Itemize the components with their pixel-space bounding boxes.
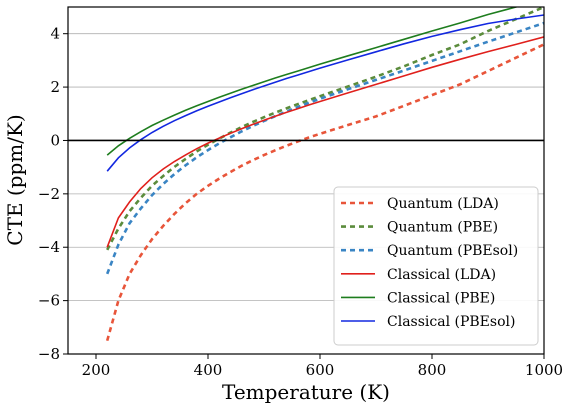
x-tick-label: 400 [194,361,223,379]
x-tick-label: 800 [418,361,447,379]
series-line [106,36,544,248]
x-axis-label: Temperature (K) [222,380,390,404]
y-axis-label: CTE (ppm/K) [3,114,27,245]
series-line [105,43,544,342]
x-tick-label: 200 [82,361,111,379]
legend-label: Classical (LDA) [387,267,496,283]
legend-label: Classical (PBE) [387,290,495,306]
y-tick-label: −6 [38,292,60,310]
legend-label: Classical (PBEsol) [387,314,515,330]
y-tick-label: −2 [38,185,60,203]
legend: Quantum (LDA) Quantum (PBE) Quantum (PBEso… [333,186,539,346]
legend-label: Quantum (PBE) [387,220,498,236]
y-tick-label: 4 [50,25,60,43]
legend-label: Quantum (PBEsol) [387,243,518,259]
series-line [106,14,544,172]
series-line [106,7,519,156]
x-tick-label: 600 [306,361,335,379]
plot-frame [67,6,545,355]
plot-series [105,7,544,342]
y-tick-label: −4 [38,238,60,256]
y-tick-label: 0 [50,131,60,149]
legend-box [333,186,539,346]
series-line [105,21,544,275]
x-tick-label: 1000 [525,361,563,379]
axis-ticks: −8 −6 −4 −2 0 2 4 200 400 600 800 1000 [38,25,563,379]
y-tick-label: 2 [50,78,60,96]
legend-label: Quantum (LDA) [387,196,499,212]
y-tick-label: −8 [38,345,60,363]
